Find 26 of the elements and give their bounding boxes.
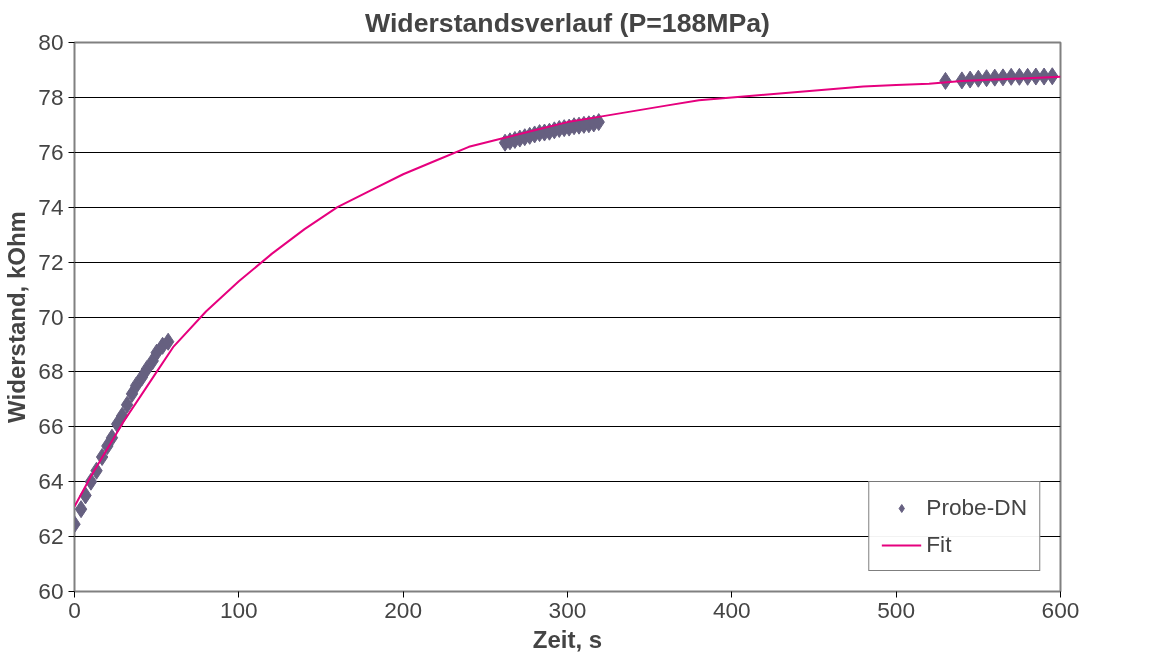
- point: [74, 500, 88, 519]
- x-tick-label: 400: [712, 596, 751, 623]
- y-tick-label: 74: [38, 193, 64, 220]
- y-tick-label: 62: [38, 523, 64, 550]
- x-tick-label: 600: [1041, 596, 1080, 623]
- x-axis-title: Zeit, s: [532, 625, 603, 653]
- x-tick-label: 300: [548, 596, 587, 623]
- y-tick-label: 60: [38, 578, 64, 604]
- x-tick-label: 500: [877, 596, 916, 623]
- y-tick-label: 72: [38, 248, 64, 275]
- point: [120, 395, 134, 414]
- y-tick-label: 80: [38, 29, 64, 55]
- x-tick-label: 100: [219, 596, 258, 623]
- y-tick-label: 76: [38, 138, 64, 165]
- y-tick-label: 66: [38, 413, 64, 440]
- y-tick-label: 70: [38, 303, 64, 330]
- y-tick-label: 68: [38, 358, 64, 385]
- y-tick-label: 64: [38, 468, 64, 495]
- legend-label: Fit: [926, 531, 952, 558]
- chart-title: Widerstandsverlauf (P=188MPa): [365, 7, 770, 38]
- y-tick-label: 78: [38, 83, 64, 110]
- x-tick-label: 0: [68, 596, 81, 623]
- y-axis-title: Widerstand, kOhm: [3, 211, 31, 423]
- legend-label: Probe-DN: [926, 494, 1027, 521]
- x-tick-label: 200: [384, 596, 423, 623]
- point: [129, 376, 143, 395]
